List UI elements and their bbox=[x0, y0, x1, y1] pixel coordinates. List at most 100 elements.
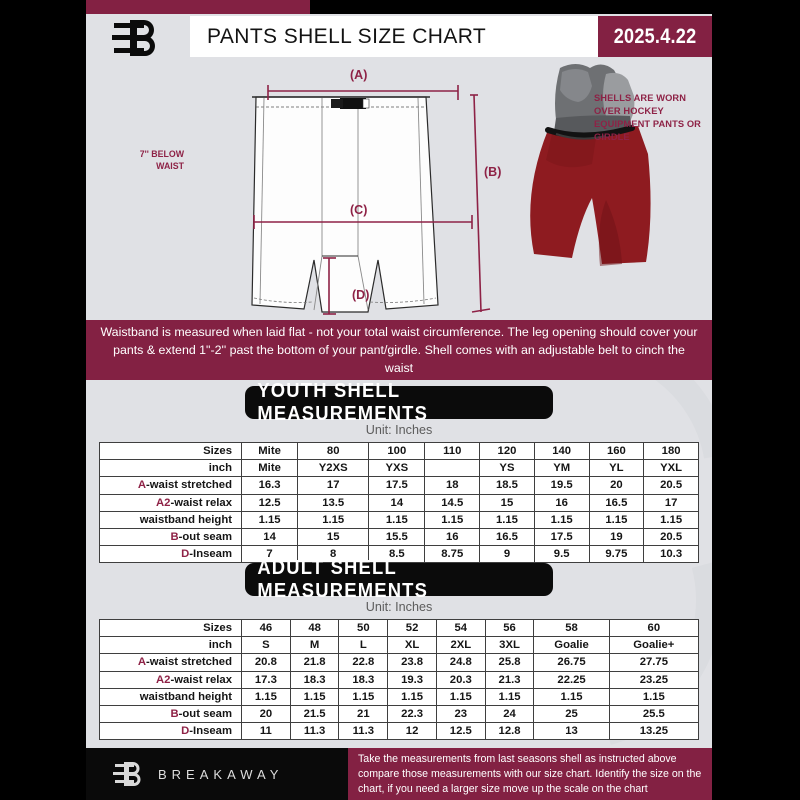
adult-section-title: ADULT SHELL MEASUREMENTS bbox=[245, 557, 553, 602]
page-header: PANTS SHELL SIZE CHART 2025.4.22 bbox=[86, 14, 712, 60]
table-cell: 20.3 bbox=[435, 670, 486, 689]
table-cell: 180 bbox=[643, 441, 699, 461]
table-cell: 14 bbox=[240, 527, 299, 547]
table-cell: 110 bbox=[424, 441, 481, 461]
table-cell: 3XL bbox=[484, 636, 535, 655]
table-cell: 1.15 bbox=[289, 687, 340, 706]
table-cell: XL bbox=[387, 636, 437, 655]
table-cell: 23.8 bbox=[387, 653, 437, 672]
table-cell: 18.5 bbox=[479, 476, 535, 495]
table-cell: 9.5 bbox=[533, 545, 590, 564]
table-cell: 13 bbox=[533, 722, 610, 741]
table-cell: 21.3 bbox=[484, 670, 535, 689]
table-cell: 140 bbox=[533, 441, 590, 461]
table-cell: Goalie+ bbox=[608, 636, 700, 655]
row-label: A-waist stretched bbox=[99, 476, 242, 495]
table-cell: 10.3 bbox=[643, 545, 699, 564]
table-cell: 24 bbox=[484, 704, 535, 724]
breakaway-b-logo-footer-icon bbox=[112, 759, 146, 789]
row-label-prefix: B bbox=[170, 708, 179, 721]
table-cell: 25 bbox=[533, 704, 610, 724]
table-cell: 18.3 bbox=[289, 670, 340, 689]
row-label: Sizes bbox=[99, 441, 242, 461]
table-cell: 14 bbox=[368, 493, 426, 512]
row-label-prefix: A bbox=[137, 656, 146, 669]
table-cell: 54 bbox=[435, 618, 486, 638]
table-cell: 21.5 bbox=[289, 704, 340, 724]
footer-instruction-text: Take the measurements from last seasons … bbox=[358, 752, 702, 795]
adult-unit-label: Unit: Inches bbox=[365, 600, 433, 614]
table-cell: 14.5 bbox=[424, 493, 481, 512]
table-cell: 20 bbox=[241, 704, 291, 724]
table-cell: 7 bbox=[240, 545, 299, 564]
below-waist-line-2: WAIST bbox=[156, 161, 184, 171]
table-cell: 1.15 bbox=[608, 687, 700, 706]
below-waist-line-1: 7'' BELOW bbox=[139, 149, 184, 159]
table-cell: 27.75 bbox=[608, 653, 700, 672]
table-row: A2-waist relax 17.3 18.3 18.3 19.3 20.3 21.3 22… bbox=[99, 670, 700, 689]
table-row: A-waist stretched 20.8 21.8 22.8 23.8 24.8 25.… bbox=[99, 653, 700, 672]
table-cell: 15 bbox=[479, 493, 535, 512]
table-cell: 12.5 bbox=[240, 493, 299, 512]
shorts-technical-drawing bbox=[251, 64, 651, 315]
table-cell: 9 bbox=[479, 545, 535, 564]
table-cell: 1.15 bbox=[424, 510, 481, 529]
adult-measurements-table: Sizes 46 48 50 52 54 56 58 60 inch S M L XL 2XL 3XL Goal… bbox=[99, 618, 700, 741]
table-cell: Mite bbox=[240, 441, 299, 461]
row-label: Sizes bbox=[99, 618, 242, 638]
table-cell: YL bbox=[588, 459, 645, 478]
table-cell: 46 bbox=[241, 618, 291, 638]
adult-section-title-text: ADULT SHELL MEASUREMENTS bbox=[257, 556, 429, 602]
table-cell: 19.5 bbox=[533, 476, 590, 495]
table-cell: 13.5 bbox=[297, 493, 370, 512]
table-cell: 12.5 bbox=[435, 722, 486, 741]
youth-section-title: YOUTH SHELL MEASUREMENTS bbox=[245, 380, 553, 425]
photo-note-text: SHELLS ARE WORN OVER HOCKEY EQUIPMENT PA… bbox=[594, 93, 701, 142]
footer-instruction-block: Take the measurements from last seasons … bbox=[348, 748, 712, 800]
table-cell: 1.15 bbox=[643, 510, 699, 529]
table-cell: 100 bbox=[368, 441, 426, 461]
measurement-diagram: SHELLS ARE WORN OVER HOCKEY EQUIPMENT PA… bbox=[86, 60, 712, 320]
row-label: inch bbox=[99, 459, 242, 478]
table-cell: YM bbox=[533, 459, 590, 478]
table-cell: 11 bbox=[241, 722, 291, 741]
row-label-prefix: A2 bbox=[156, 496, 171, 509]
row-label-prefix: D bbox=[181, 548, 190, 561]
row-label: A-waist stretched bbox=[99, 653, 242, 672]
footer-brand-name: BREAKAWAY bbox=[158, 766, 284, 782]
table-cell: 1.15 bbox=[387, 687, 437, 706]
row-label: B-out seam bbox=[99, 527, 242, 547]
youth-unit-label: Unit: Inches bbox=[365, 423, 433, 437]
table-cell: 52 bbox=[387, 618, 437, 638]
table-cell bbox=[424, 459, 481, 478]
table-cell: 17.5 bbox=[368, 476, 426, 495]
row-label: A2-waist relax bbox=[99, 670, 242, 689]
table-row: inch Mite Y2XS YXS YS YM YL YXL bbox=[99, 459, 699, 478]
table-cell: 120 bbox=[479, 441, 535, 461]
table-cell: YXL bbox=[643, 459, 699, 478]
table-cell: 20.5 bbox=[643, 527, 699, 547]
table-cell: 1.15 bbox=[588, 510, 645, 529]
table-cell: 60 bbox=[608, 618, 700, 638]
table-cell: 26.75 bbox=[533, 653, 610, 672]
table-cell: 19.3 bbox=[387, 670, 437, 689]
page-title: PANTS SHELL SIZE CHART bbox=[190, 16, 598, 57]
table-cell: 19 bbox=[588, 527, 645, 547]
table-cell: 22.3 bbox=[387, 704, 437, 724]
breakaway-b-logo-icon bbox=[110, 15, 164, 61]
table-cell: M bbox=[289, 636, 340, 655]
table-cell: 2XL bbox=[435, 636, 486, 655]
table-row: D-Inseam 11 11.3 11.3 12 12.5 12.8 13 13.25 bbox=[99, 722, 700, 741]
row-label-prefix: B bbox=[170, 531, 179, 544]
page-title-text: PANTS SHELL SIZE CHART bbox=[207, 24, 487, 48]
youth-section: YOUTH SHELL MEASUREMENTS Unit: Inches Si… bbox=[86, 380, 712, 564]
table-cell: 16 bbox=[533, 493, 590, 512]
table-cell: 11.3 bbox=[338, 722, 389, 741]
notice-banner: Waistband is measured when laid flat - n… bbox=[86, 320, 712, 380]
table-row: D-Inseam 7 8 8.5 8.75 9 9.5 9.75 10.3 bbox=[99, 545, 699, 564]
row-label: B-out seam bbox=[99, 704, 242, 724]
table-cell: 1.15 bbox=[241, 687, 291, 706]
table-cell: 24.8 bbox=[435, 653, 486, 672]
table-cell: L bbox=[338, 636, 389, 655]
row-label: A2-waist relax bbox=[99, 493, 242, 512]
